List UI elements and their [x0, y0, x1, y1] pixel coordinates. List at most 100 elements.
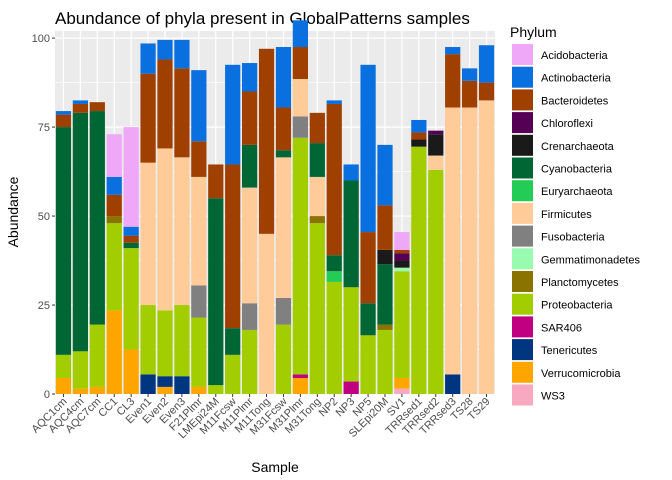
bar-segment-actinobacteria: [174, 39, 190, 69]
bar-segment-euryarchaeota: [326, 271, 342, 282]
bars: [55, 20, 495, 394]
bar-segment-sar406: [343, 381, 359, 394]
y-axis-title: Abundance: [5, 176, 21, 247]
bar-segment-bacteroidetes: [208, 164, 224, 199]
legend-swatch-cyanobacteria: [512, 157, 533, 179]
legend-label-euryarchaeota: Euryarchaeota: [541, 186, 613, 198]
bar-segment-bacteroidetes: [258, 48, 275, 234]
bar-segment-cyanobacteria: [208, 198, 224, 386]
bar-segment-actinobacteria: [106, 176, 122, 195]
legend-swatch-firmicutes: [512, 202, 533, 224]
bar-segment-proteobacteria: [106, 223, 122, 311]
bar-segment-cyanobacteria: [360, 303, 376, 336]
bar-segment-crenarchaeota: [394, 260, 410, 268]
bar-segment-bacteroidetes: [123, 235, 139, 243]
legend-swatch-bacteroidetes: [512, 89, 533, 111]
bar-segment-proteobacteria: [326, 281, 342, 394]
bar-segment-fusobacteria: [242, 303, 258, 330]
legend-label-proteobacteria: Proteobacteria: [541, 300, 613, 312]
bar-segment-proteobacteria: [123, 248, 139, 350]
bar-segment-cyanobacteria: [242, 144, 258, 188]
bar-segment-firmicutes: [445, 107, 461, 375]
legend-label-sar406: SAR406: [541, 322, 582, 334]
bar-segment-firmicutes: [275, 157, 292, 298]
bar-segment-bacteroidetes: [106, 194, 122, 217]
bar-segment-bacteroidetes: [326, 103, 342, 256]
bar-segment-proteobacteria: [242, 329, 258, 394]
legend-label-planctomycetes: Planctomycetes: [541, 277, 619, 289]
bar-segment-proteobacteria: [360, 335, 376, 394]
bar-segment-bacteroidetes: [140, 73, 156, 163]
bar-segment-actinobacteria: [275, 47, 292, 108]
x-axis: AQC1cmAQC4cmAQC7cmCC1CL3Even1Even2Even3F…: [30, 394, 493, 441]
bar-segment-cyanobacteria: [72, 112, 88, 352]
bar-segment-proteobacteria: [208, 385, 224, 394]
y-axis: 0 25 50 75 100: [32, 33, 55, 401]
bar-segment-actinobacteria: [242, 63, 258, 92]
legend-swatch-acidobacteria: [512, 44, 533, 65]
bar-segment-verrucomicrobia: [55, 377, 72, 394]
bar-segment-planctomycetes: [309, 216, 325, 224]
bar-segment-firmicutes: [309, 176, 325, 217]
bar-segment-fusobacteria: [292, 116, 308, 138]
legend-swatch-tenericutes: [512, 339, 533, 361]
bar-segment-proteobacteria: [343, 287, 359, 382]
bar-segment-crenarchaeota: [411, 139, 427, 147]
bar-segment-acidobacteria: [123, 127, 139, 227]
y-tick-label: 0: [44, 389, 50, 401]
bar-segment-proteobacteria: [140, 305, 156, 375]
chart-title: Abundance of phyla present in GlobalPatt…: [55, 9, 470, 28]
bar-segment-actinobacteria: [55, 111, 72, 115]
bar-segment-bacteroidetes: [377, 205, 393, 250]
bar-segment-planctomycetes: [377, 324, 393, 330]
bar-segment-proteobacteria: [275, 324, 292, 394]
bar-segment-ws3: [394, 388, 410, 394]
y-tick-label: 75: [38, 122, 50, 134]
bar-segment-bacteroidetes: [191, 141, 207, 177]
bar-segment-cyanobacteria: [309, 143, 325, 177]
bar-segment-bacteroidetes: [292, 47, 308, 80]
bar-segment-chloroflexi: [428, 130, 444, 135]
legend-swatch-actinobacteria: [512, 66, 533, 88]
bar-segment-bacteroidetes: [394, 249, 410, 254]
bar-segment-bacteroidetes: [360, 232, 376, 304]
legend-swatch-chloroflexi: [512, 112, 533, 134]
bar-segment-tenericutes: [140, 374, 156, 394]
bar-segment-bacteroidetes: [445, 54, 461, 108]
bar-segment-actinobacteria: [445, 47, 461, 55]
legend-label-tenericutes: Tenericutes: [541, 345, 598, 357]
bar-segment-firmicutes: [157, 148, 173, 311]
bar-segment-bacteroidetes: [89, 102, 105, 112]
legend-label-bacteroidetes: Bacteroidetes: [541, 95, 609, 107]
bar-segment-bacteroidetes: [309, 112, 325, 144]
legend-title: Phylum: [510, 24, 557, 40]
bar-segment-firmicutes: [258, 233, 275, 394]
bar-segment-gemmatimonadetes: [394, 267, 410, 272]
legend-swatch-sar406: [512, 316, 533, 338]
bar-segment-verrucomicrobia: [72, 388, 88, 394]
legend-label-acidobacteria: Acidobacteria: [541, 50, 609, 62]
bar-segment-proteobacteria: [174, 305, 190, 377]
bar-segment-firmicutes: [292, 79, 308, 117]
bar-segment-actinobacteria: [157, 39, 173, 60]
bar-segment-bacteroidetes: [157, 59, 173, 149]
bar-segment-bacteroidetes: [275, 107, 292, 151]
bar-segment-chloroflexi: [394, 253, 410, 261]
legend-swatch-fusobacteria: [512, 225, 533, 247]
bar-segment-bacteroidetes: [462, 80, 478, 108]
legend-swatch-planctomycetes: [512, 271, 533, 292]
bar-segment-firmicutes: [191, 176, 207, 286]
bar-segment-crenarchaeota: [377, 249, 393, 265]
bar-segment-proteobacteria: [309, 223, 325, 394]
bar-segment-actinobacteria: [72, 100, 88, 104]
bar-segment-bacteroidetes: [225, 164, 241, 329]
legend-label-gemmatimonadetes: Gemmatimonadetes: [541, 254, 641, 266]
bar-segment-cyanobacteria: [343, 180, 359, 288]
bar-segment-actinobacteria: [411, 119, 427, 133]
bar-segment-verrucomicrobia: [394, 377, 410, 389]
bar-segment-verrucomicrobia: [106, 310, 122, 394]
bar-segment-firmicutes: [462, 107, 478, 394]
y-tick-label: 100: [32, 33, 50, 45]
bar-segment-proteobacteria: [428, 169, 444, 394]
bar-segment-proteobacteria: [411, 146, 427, 394]
